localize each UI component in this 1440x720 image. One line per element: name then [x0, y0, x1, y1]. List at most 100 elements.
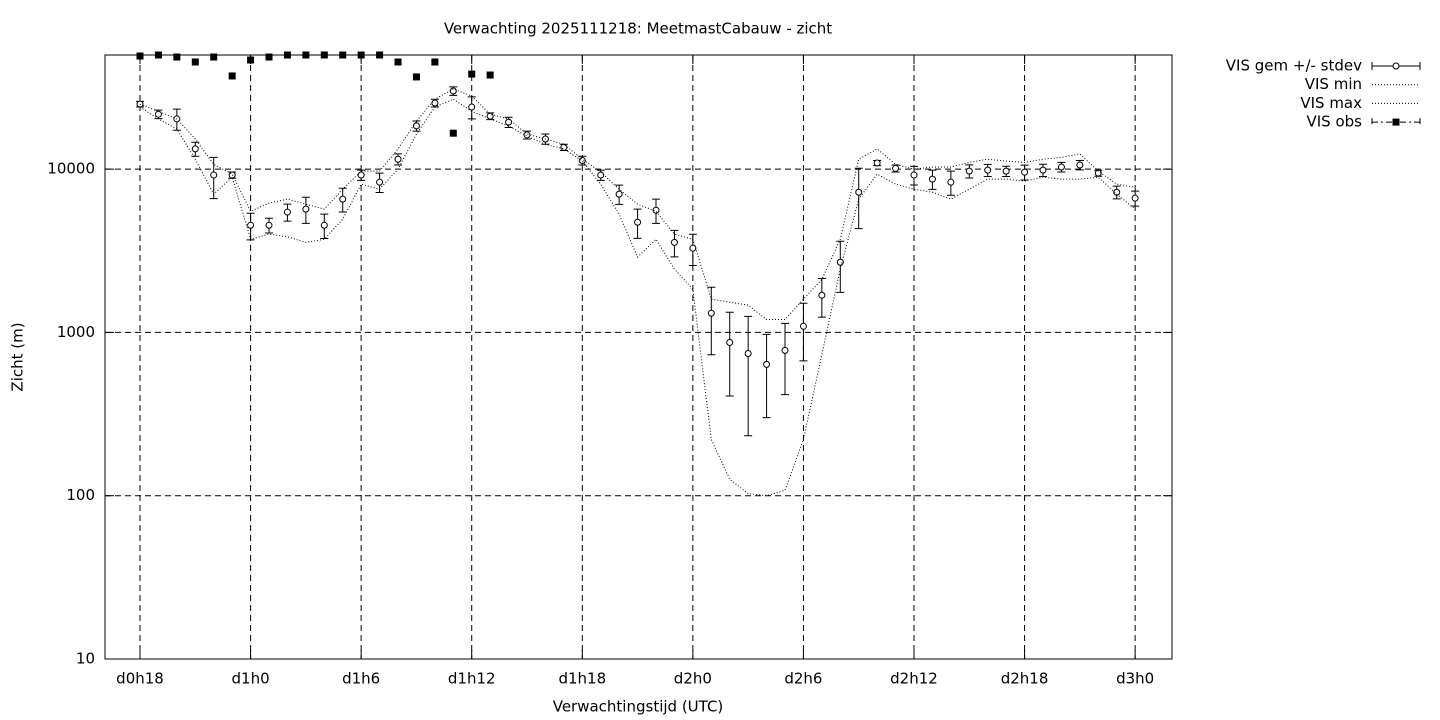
obs-point: [191, 58, 199, 66]
mean-point: [560, 143, 568, 151]
obs-point: [339, 51, 347, 59]
y-tick-label: 10000: [47, 160, 95, 178]
mean-point: [873, 159, 881, 167]
obs-point: [376, 51, 384, 59]
obs-point: [283, 51, 291, 59]
obs-point: [449, 129, 457, 137]
obs-point: [486, 71, 494, 79]
legend-label: VIS max: [1300, 94, 1362, 112]
range-line: [139, 98, 1136, 497]
x-tick-label: d1h12: [448, 670, 496, 688]
mean-point: [910, 171, 918, 179]
error-bar: [707, 286, 716, 356]
mean-point: [154, 110, 162, 118]
mean-point: [1094, 169, 1102, 177]
x-tick-label: d0h18: [116, 670, 164, 688]
mean-point: [228, 171, 236, 179]
y-axis-label: Zicht (m): [9, 322, 27, 391]
mean-point: [578, 156, 586, 164]
obs-point: [210, 53, 218, 61]
x-tick-label: d2h6: [784, 670, 822, 688]
obs-point: [173, 53, 181, 61]
y-tick-label: 10: [76, 650, 95, 668]
mean-point: [1113, 188, 1121, 196]
obs-point: [394, 58, 402, 66]
obs-point: [320, 51, 328, 59]
mean-point: [376, 178, 384, 186]
x-tick-label: d2h18: [1001, 670, 1049, 688]
error-bar: [781, 322, 790, 396]
obs-point: [265, 53, 273, 61]
mean-point: [836, 258, 844, 266]
x-tick-label: d1h0: [232, 670, 270, 688]
obs-point: [302, 51, 310, 59]
x-tick-label: d1h18: [558, 670, 606, 688]
mean-point: [1021, 168, 1029, 176]
error-bar: [762, 333, 771, 419]
mean-point: [799, 322, 807, 330]
legend-label: VIS gem +/- stdev: [1226, 57, 1362, 75]
mean-point: [781, 346, 789, 354]
mean-point: [394, 155, 402, 163]
x-tick-label: d2h0: [674, 670, 712, 688]
error-bar: [799, 302, 808, 362]
mean-point: [947, 178, 955, 186]
x-axis-label: Verwachtingstijd (UTC): [553, 698, 724, 716]
mean-point: [1076, 161, 1084, 169]
obs-point: [136, 52, 144, 60]
mean-point: [247, 221, 255, 229]
range-line: [139, 88, 1136, 320]
legend-sample: [1392, 118, 1400, 126]
obs-point: [154, 51, 162, 59]
mean-point: [191, 145, 199, 153]
mean-point: [634, 218, 642, 226]
mean-point: [615, 190, 623, 198]
mean-point: [412, 122, 420, 130]
obs-point: [247, 56, 255, 64]
mean-point: [892, 164, 900, 172]
mean-point: [965, 167, 973, 175]
legend-label: VIS obs: [1307, 113, 1363, 131]
obs-point: [412, 73, 420, 81]
x-tick-label: d1h6: [342, 670, 380, 688]
obs-point: [431, 58, 439, 66]
mean-point: [1131, 194, 1139, 202]
mean-point: [670, 238, 678, 246]
legend-sample: [1392, 62, 1400, 70]
mean-point: [283, 208, 291, 216]
mean-point: [818, 291, 826, 299]
obs-point: [357, 51, 365, 59]
y-tick-label: 1000: [57, 323, 95, 341]
mean-point: [339, 195, 347, 203]
mean-point: [431, 99, 439, 107]
error-bar: [744, 315, 753, 437]
mean-point: [763, 360, 771, 368]
obs-point: [468, 70, 476, 78]
mean-point: [726, 338, 734, 346]
mean-point: [357, 171, 365, 179]
mean-point: [1057, 163, 1065, 171]
mean-point: [652, 206, 660, 214]
y-tick-label: 100: [66, 486, 95, 504]
legend-label: VIS min: [1305, 75, 1362, 93]
error-bar: [836, 240, 845, 293]
mean-point: [210, 171, 218, 179]
mean-point: [984, 166, 992, 174]
x-tick-label: d3h0: [1116, 670, 1154, 688]
mean-point: [449, 87, 457, 95]
chart-title: Verwachting 2025111218: MeetmastCabauw -…: [444, 20, 832, 38]
plot-frame: [104, 54, 1173, 660]
mean-point: [855, 188, 863, 196]
mean-point: [468, 103, 476, 111]
mean-point: [597, 171, 605, 179]
mean-point: [505, 118, 513, 126]
mean-point: [707, 309, 715, 317]
mean-point: [744, 349, 752, 357]
mean-point: [320, 221, 328, 229]
mean-point: [1002, 167, 1010, 175]
mean-point: [689, 244, 697, 252]
mean-point: [1039, 166, 1047, 174]
mean-point: [928, 175, 936, 183]
mean-point: [265, 221, 273, 229]
